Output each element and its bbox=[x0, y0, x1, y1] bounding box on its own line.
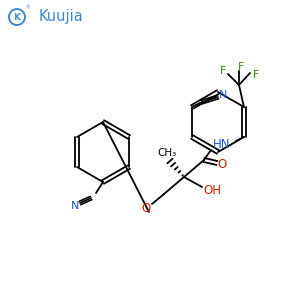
Text: O: O bbox=[218, 158, 226, 172]
Text: Kuujia: Kuujia bbox=[39, 10, 84, 25]
Text: F: F bbox=[220, 66, 226, 76]
Text: CH₃: CH₃ bbox=[158, 148, 177, 158]
Text: F: F bbox=[253, 70, 259, 80]
Text: HN: HN bbox=[213, 139, 231, 152]
Text: K: K bbox=[14, 13, 20, 22]
Text: N: N bbox=[219, 90, 227, 100]
Text: OH: OH bbox=[203, 184, 221, 196]
Text: F: F bbox=[238, 62, 244, 72]
Text: ®: ® bbox=[25, 5, 30, 10]
Text: N: N bbox=[71, 201, 79, 211]
Text: O: O bbox=[141, 202, 151, 215]
